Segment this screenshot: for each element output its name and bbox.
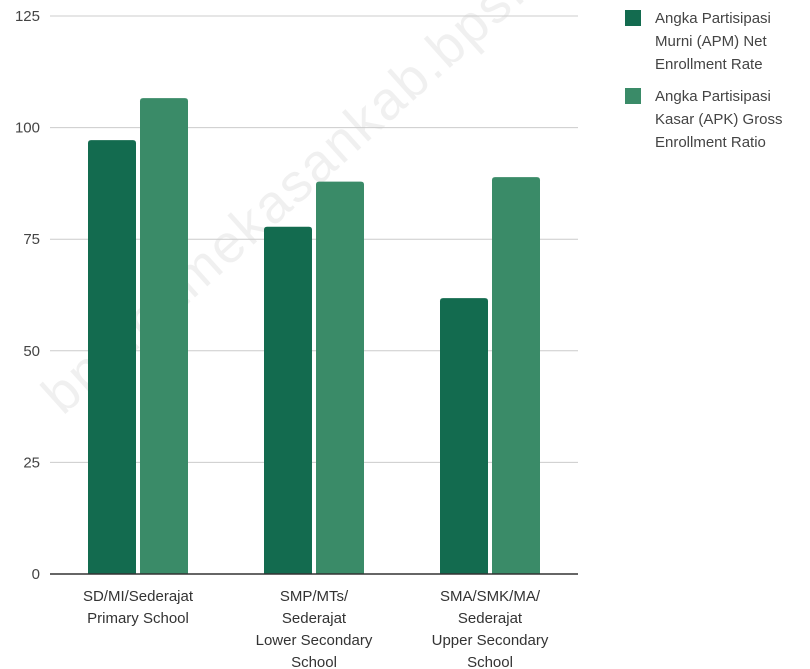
legend-label-line: Murni (APM) Net: [655, 33, 768, 50]
x-category-label-line: Lower Secondary: [256, 632, 373, 649]
gridlines: [50, 15, 578, 463]
bar: [440, 298, 488, 574]
x-category-label: SD/MI/Sederajat Primary School: [83, 588, 194, 627]
x-category-label-line: SD/MI/Sederajat: [83, 588, 194, 605]
legend-label-line: Enrollment Rate: [655, 56, 763, 73]
y-tick-label: 100: [15, 120, 40, 137]
legend-swatch: [625, 88, 641, 104]
legend-label-line: Enrollment Ratio: [655, 134, 766, 151]
legend-label: Angka Partisipasi Kasar (APK) Gross Enroll…: [655, 88, 783, 151]
y-tick-label: 50: [23, 343, 40, 360]
y-axis: 0 25 50 75 100 125: [15, 8, 40, 583]
bar: [264, 226, 312, 574]
legend-label-line: Angka Partisipasi: [655, 88, 771, 105]
legend-label-line: Kasar (APK) Gross: [655, 111, 783, 128]
bar: [492, 177, 540, 575]
bar: [316, 181, 364, 575]
bar: [140, 98, 188, 574]
legend-label-line: Angka Partisipasi: [655, 10, 771, 27]
bars: [88, 98, 540, 575]
x-axis: SD/MI/Sederajat Primary School SMP/MTs/Sed…: [83, 588, 549, 669]
x-category-label-line: SMP/MTs/: [280, 588, 349, 605]
x-category-label-line: School: [291, 654, 337, 669]
y-tick-label: 125: [15, 8, 40, 25]
legend: Angka Partisipasi Murni (APM) Net Enrollme…: [625, 10, 783, 151]
y-tick-label: 0: [32, 566, 40, 583]
y-tick-label: 75: [23, 231, 40, 248]
x-category-label-line: Upper Secondary: [432, 632, 549, 649]
x-category-label: SMP/MTs/Sederajat Lower Secondary School: [256, 588, 373, 669]
x-category-label-line: SMA/SMK/MA/: [440, 588, 541, 605]
bar: [88, 140, 136, 575]
x-category-label-line: School: [467, 654, 513, 669]
x-category-label: SMA/SMK/MA/Sederajat Upper Secondary Schoo…: [432, 588, 549, 669]
x-category-label-line: Primary School: [87, 610, 189, 627]
legend-label: Angka Partisipasi Murni (APM) Net Enrollme…: [655, 10, 771, 73]
x-category-label-line: Sederajat: [282, 610, 347, 627]
x-category-label-line: Sederajat: [458, 610, 523, 627]
legend-swatch: [625, 10, 641, 26]
y-tick-label: 25: [23, 454, 40, 471]
